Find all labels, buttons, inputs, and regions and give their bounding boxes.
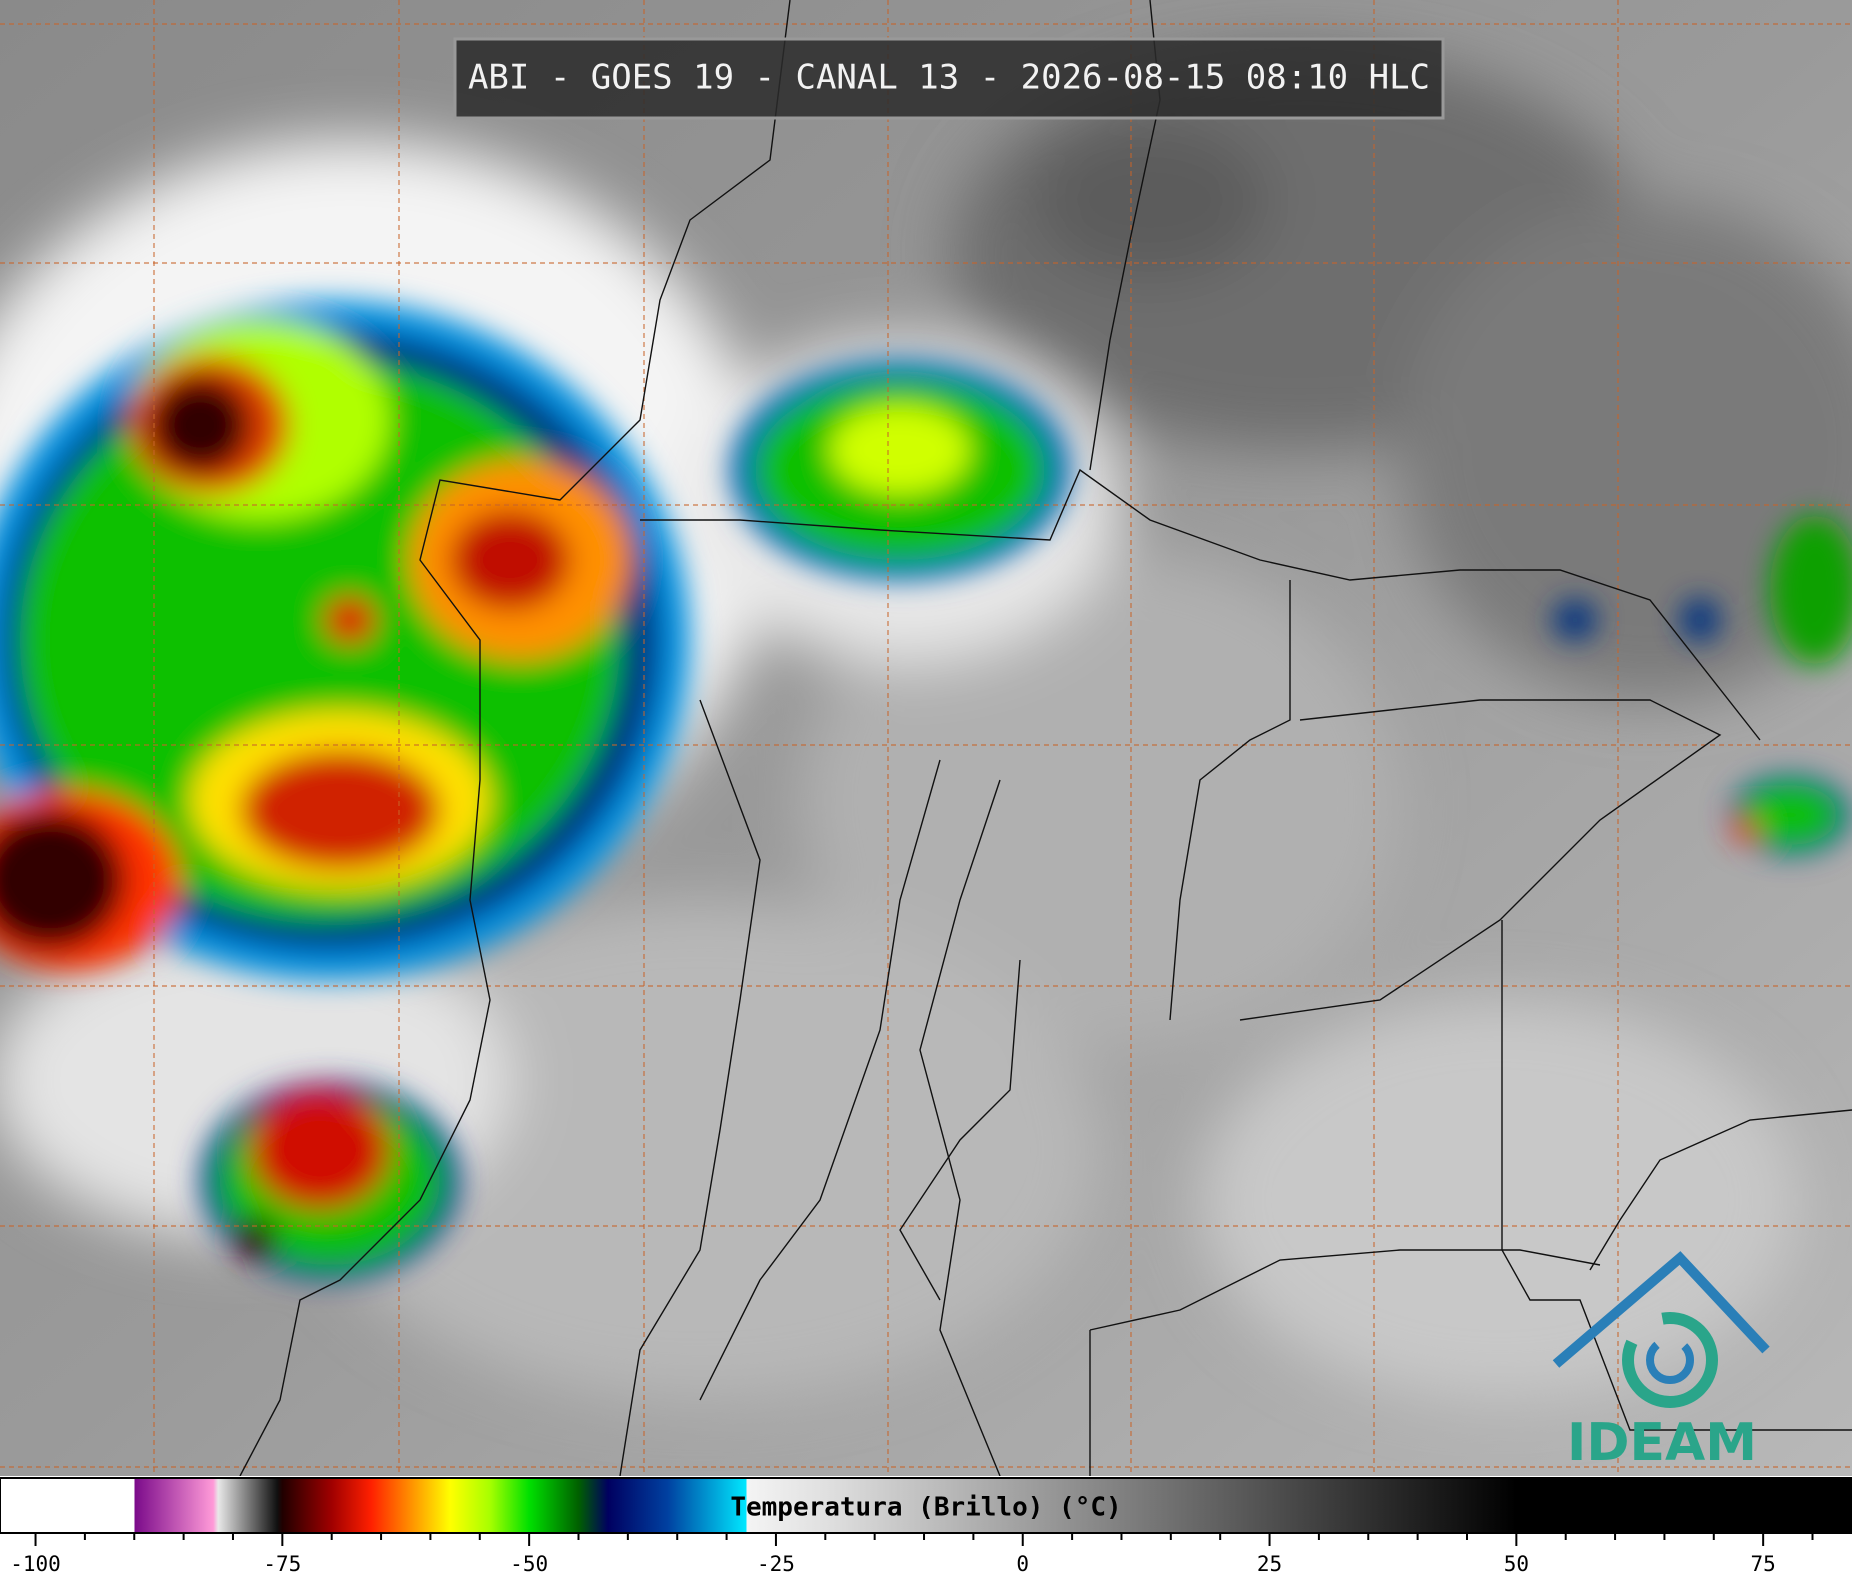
title-background xyxy=(453,37,1445,120)
logo: IDEAM xyxy=(1552,1251,1770,1473)
colorbar: Temperatura (Brillo) (°C) -100 -75 -50 -25 0… xyxy=(0,1476,1852,1577)
tick-label: 75 xyxy=(1751,1552,1776,1576)
title: ABI - GOES 19 - CANAL 13 - 2026-08-15 08… xyxy=(468,58,1430,98)
tick-label: -25 xyxy=(757,1552,795,1576)
tick-label: -100 xyxy=(10,1552,61,1576)
colorbar-ramp xyxy=(0,1477,1852,1534)
tick-label: -75 xyxy=(263,1552,301,1576)
colorbar-label: Temperatura (Brillo) (°C) xyxy=(730,1493,1121,1523)
tick-label: 25 xyxy=(1257,1552,1282,1576)
logo-text: IDEAM xyxy=(1567,1413,1757,1473)
tick-label: -50 xyxy=(510,1552,548,1576)
imagery xyxy=(0,0,1852,1476)
title-box: ABI - GOES 19 - CANAL 13 - 2026-08-15 08… xyxy=(453,37,1445,120)
tick-label: 0 xyxy=(1016,1552,1029,1576)
tick-label: 50 xyxy=(1504,1552,1529,1576)
graticule xyxy=(0,0,1852,1476)
